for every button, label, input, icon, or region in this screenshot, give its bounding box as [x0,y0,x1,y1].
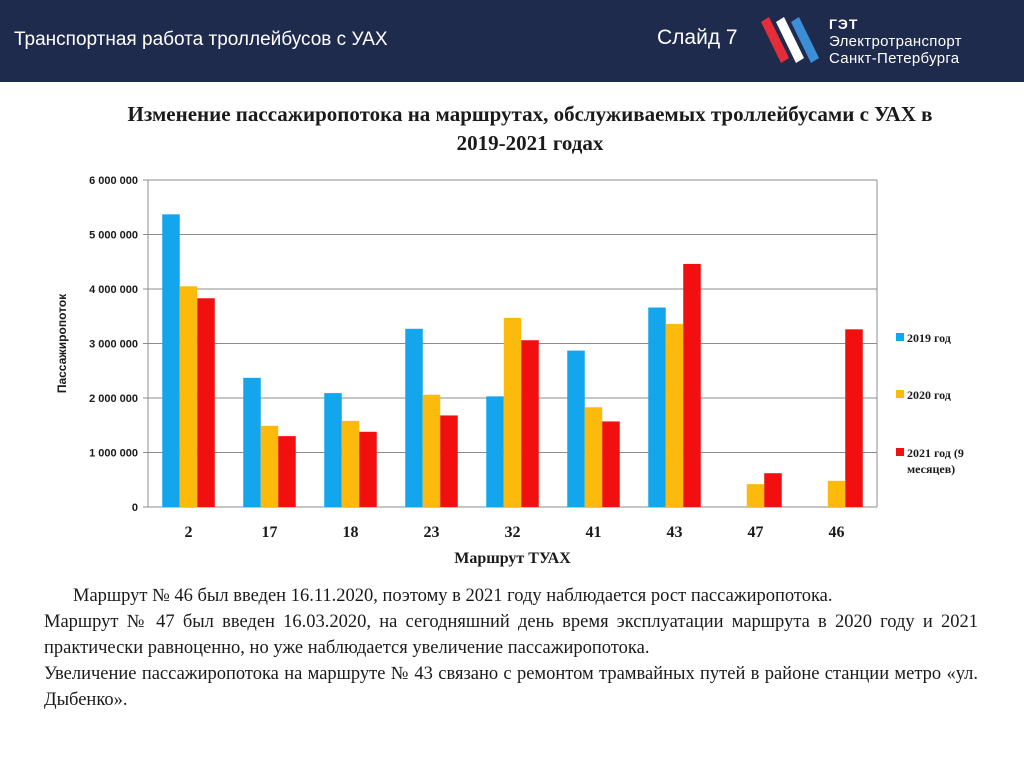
x-tick-label: 17 [262,524,278,541]
bar-chart: 0 1 000 000 2 000 000 3 000 000 4 000 000 5 0… [55,175,964,567]
bar-32-series-1 [486,396,504,507]
x-tick-label: 2 [185,524,193,541]
bar-43-series-3 [683,263,701,507]
y-tick-label: 2 000 000 [89,393,138,405]
get-logo-icon [761,17,819,63]
slide-number: Слайд 7 [657,26,738,49]
x-tick-label: 23 [424,524,440,541]
x-tick-label: 41 [586,524,602,541]
bar-2-series-1 [162,214,180,507]
logo-line-2: Электротранспорт [829,33,962,50]
x-tick-label: 18 [343,524,359,541]
bar-32-series-2 [503,317,522,507]
bar-47-series-2 [746,484,765,507]
paragraph-route-43: Увеличение пассажиропотока на маршруте №… [44,664,978,710]
bar-41-series-3 [602,421,620,507]
bar-46-series-3 [845,329,863,507]
x-tick-label: 47 [748,524,764,541]
y-tick-label: 1 000 000 [89,448,138,460]
logo-line-1: ГЭТ [829,16,859,32]
bar-43-series-2 [665,323,684,507]
y-tick-label: 3 000 000 [89,339,138,351]
legend-label-3: 2021 год (9 [907,446,964,460]
bar-2-series-2 [179,286,198,507]
description-text: Маршрут № 46 был введен 16.11.2020, поэт… [44,583,978,713]
header-bar: Транспортная работа троллейбусов с УАХ С… [0,0,1024,82]
bar-32-series-3 [521,340,539,507]
bar-41-series-1 [567,350,585,507]
bar-18-series-3 [359,431,377,507]
bar-47-series-3 [764,473,782,507]
bar-23-series-3 [440,415,458,507]
bar-23-series-2 [422,394,441,507]
y-tick-label: 6 000 000 [89,175,138,187]
legend-swatch-1 [896,333,904,341]
legend-swatch-2 [896,390,904,398]
bar-41-series-2 [584,407,603,507]
legend-label-2: 2020 год [907,388,951,402]
bar-17-series-1 [243,377,261,507]
x-tick-label: 32 [505,524,521,541]
x-tick-label: 46 [829,524,845,541]
bar-46-series-2 [827,480,846,507]
bar-17-series-2 [260,425,279,507]
paragraph-route-46: Маршрут № 46 был введен 16.11.2020, поэт… [73,586,833,606]
logo-line-3: Санкт-Петербурга [829,50,960,67]
legend-label-1: 2019 год [907,331,951,345]
bar-2-series-3 [197,298,215,507]
x-axis-title: Маршрут ТУАХ [454,550,571,567]
bar-23-series-1 [405,328,423,507]
x-tick-label: 43 [667,524,683,541]
legend-label-3: месяцев) [907,462,955,476]
logo-text: ГЭТ Электротранспорт Санкт-Петербурга [829,16,962,67]
bar-18-series-2 [341,420,360,507]
bar-17-series-3 [278,436,296,507]
y-tick-label: 0 [132,502,138,514]
y-tick-label: 5 000 000 [89,230,138,242]
y-axis-title: Пассажиропоток [55,293,69,393]
paragraph-route-47: Маршрут № 47 был введен 16.03.2020, на с… [44,612,978,658]
header-title: Транспортная работа троллейбусов с УАХ [14,29,388,50]
legend-swatch-3 [896,448,904,456]
bar-18-series-1 [324,393,342,507]
chart-title: Изменение пассажиропотока на маршрутах, … [127,102,933,155]
y-tick-label: 4 000 000 [89,284,138,296]
bar-43-series-1 [648,307,666,507]
